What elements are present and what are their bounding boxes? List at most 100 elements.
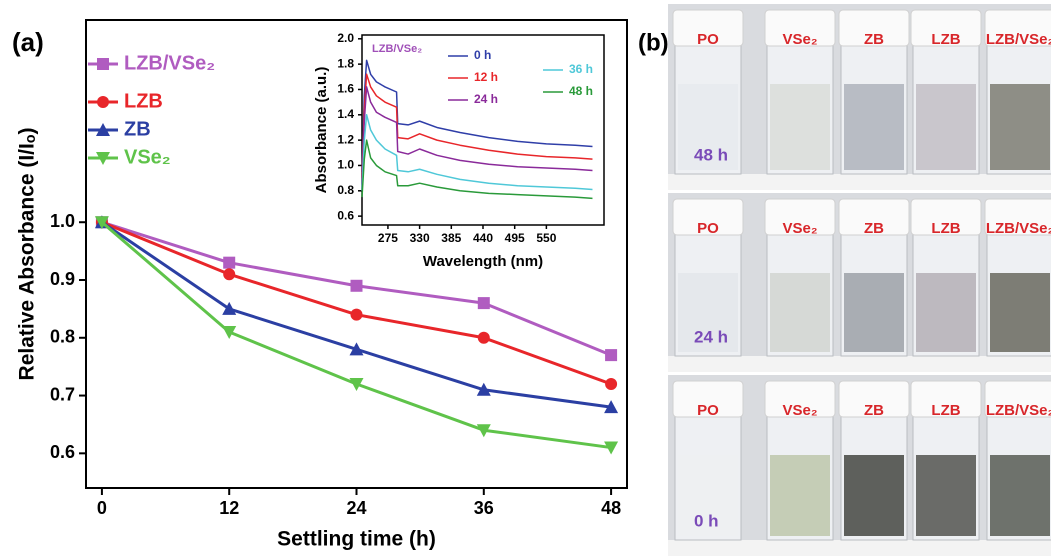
marker [222,326,237,339]
legend-label: VSe₂ [124,146,171,168]
main-chart: 0 12 24 36 48 0.6 0.7 0.8 0.9 1.0 Settling time (h… [16,19,628,551]
marker [223,268,236,281]
y-tick-label: 1.4 [337,107,354,121]
shelf [668,540,1051,556]
vial-liquid [844,84,904,170]
vial-liquid [916,273,976,352]
x-tick-label: 36 [474,498,494,518]
legend-label: ZB [124,118,151,140]
vial-cap [984,380,1051,418]
inset-chart: 275 330 385 440 495 550 0.6 0.8 1.0 1.2 1.4 1.6 1.8 2… [313,31,605,270]
x-tick-label: 550 [536,231,556,245]
marker [477,331,490,344]
time-label: 24 h [694,327,728,346]
series-line [361,86,593,185]
y-tick-label: 0.6 [50,442,75,462]
vial-cap [910,380,982,418]
vial-liquid [770,84,830,170]
shelf [668,356,1051,372]
y-axis-label: Relative Absorbance (I/Iₒ) [16,128,39,381]
vial-cap [838,9,910,47]
vial-liquid [844,273,904,352]
vial-label: ZB [864,402,884,419]
vial-cap [910,9,982,47]
y-tick-label: 1.8 [337,56,354,70]
series-line [361,114,593,191]
x-tick-label: 440 [473,231,493,245]
vial-cap [672,380,744,418]
x-axis-label: Settling time (h) [277,528,436,551]
vial-label: LZB/VSe₂ [986,220,1051,237]
vial-cap [764,9,836,47]
marker [94,216,109,230]
x-axis-label: Wavelength (nm) [423,253,543,270]
panel-label: (a) [12,27,44,57]
y-axis-label: Absorbance (a.u.) [313,67,330,194]
x-tick-label: 385 [441,231,461,245]
y-tick-label: 0.7 [50,384,75,404]
series-line [361,73,593,179]
vial-label: LZB/VSe₂ [986,31,1051,48]
legend-label: 36 h [569,62,593,76]
x-tick-label: 12 [219,498,239,518]
marker [97,96,109,108]
vial-cap [764,380,836,418]
marker [349,342,364,356]
vial-label: VSe₂ [782,220,817,237]
vial-liquid [678,84,738,170]
vial-cap [672,198,744,236]
y-tick-label: 0.9 [50,269,75,289]
vial-label: VSe₂ [782,402,817,419]
vial-label: LZB [931,31,960,48]
vial-label: PO [697,31,719,48]
marker [476,382,491,396]
x-tick-label: 0 [97,498,107,518]
marker [477,297,490,310]
y-tick-label: 2.0 [337,31,354,45]
vial-label: ZB [864,31,884,48]
y-tick-label: 0.6 [337,208,354,222]
marker [223,256,236,269]
x-tick-label: 275 [378,231,398,245]
vial-liquid [844,455,904,536]
vial-cap [838,380,910,418]
marker [96,152,110,165]
marker [605,378,618,390]
marker [222,301,237,315]
vial-cap [672,9,744,47]
vial-label: PO [697,220,719,237]
y-tick-label: 1.2 [337,132,354,146]
x-tick-label: 495 [505,231,525,245]
time-label: 0 h [694,511,719,530]
vial-liquid [678,273,738,352]
legend-label: 12 h [474,70,498,84]
vial-cap [984,9,1051,47]
vial-liquid [770,455,830,536]
marker [96,123,110,136]
vial-liquid [990,273,1050,352]
vial-label: LZB [931,220,960,237]
marker [476,424,491,438]
photo-panel: PO VSe₂ ZB LZB LZB/VSe₂ 48 h PO VSe₂ ZB LZB LZB/VS… [668,4,1051,556]
vial-liquid [770,273,830,352]
marker [604,441,619,455]
vial-cap [764,198,836,236]
y-tick-label: 0.8 [50,327,75,347]
vial-label: VSe₂ [782,31,817,48]
time-label: 48 h [694,145,728,164]
inset-title: LZB/VSe₂ [372,43,422,55]
x-tick-label: 24 [346,498,366,518]
vial-liquid [678,455,738,536]
x-tick-label: 48 [601,498,621,518]
series-line [361,139,593,200]
y-tick-label: 0.8 [337,183,354,197]
vial-cap [984,198,1051,236]
y-tick-label: 1.0 [337,158,354,172]
y-tick-label: 1.6 [337,82,354,96]
legend-label: LZB [124,90,163,112]
vial-liquid [916,455,976,536]
marker [97,58,109,70]
vial-label: PO [697,402,719,419]
shelf [668,174,1051,190]
